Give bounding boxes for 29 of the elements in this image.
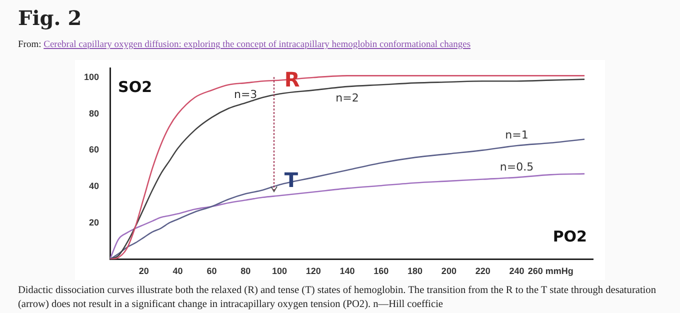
y-tick-label: 80 [89, 108, 100, 118]
series-label: n=1 [505, 128, 528, 142]
x-tick-label: 80 [240, 266, 251, 276]
text: Didactic dissociation curves illustrate both the relaxed (R) and tense (T) states of hemoglobin. The transition from the R to the T state through desaturation (arrow) does not result in a significant change in intracapillary oxygen tension (PO2). n—Hill coefficie [18, 284, 657, 312]
x-tick-label: 120 [306, 266, 321, 276]
x-axis-title: PO2 [552, 228, 587, 246]
x-tick-label: 140 [340, 266, 355, 276]
x-tick-label: 220 [475, 266, 490, 276]
line-series [110, 173, 586, 260]
y-tick-label: 20 [89, 217, 100, 228]
x-tick-label: 20 [138, 266, 149, 276]
y-tick-label: 100 [84, 72, 100, 82]
x-tick-label: 60 [206, 266, 217, 276]
x-tick-label: 40 [172, 266, 183, 276]
x-tick-label: 240 [509, 266, 524, 276]
line-series [110, 138, 586, 260]
series-label: n=3 [234, 88, 258, 101]
x-tick-label: 180 [408, 266, 423, 276]
x-tick-label: 200 [441, 266, 456, 276]
x-tick-label: 260 mmHg [528, 266, 574, 276]
x-tick-label: 100 [272, 266, 287, 276]
y-axis-title: SO2 [118, 78, 152, 96]
series-label: n=2 [336, 91, 359, 104]
x-tick-label: 160 [374, 266, 389, 276]
series-label: n=0.5 [500, 160, 534, 174]
chart-subtitle: From: Cerebral capillary oxygen diffusion: exploring the concept of intracapillary hemoglobin conformational changes [18, 40, 471, 50]
chart-title: Fig. 2 [18, 6, 82, 30]
y-tick-label: 40 [89, 181, 100, 191]
y-tick-label: 60 [89, 144, 100, 155]
